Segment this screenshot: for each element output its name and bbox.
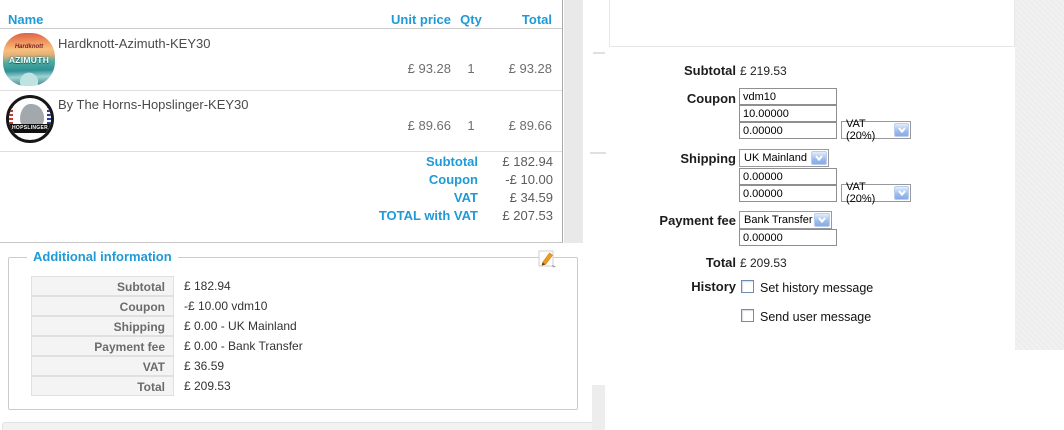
product-image-hopslinger: HOPSLINGER (6, 95, 54, 143)
set-history-message-checkbox[interactable] (741, 280, 754, 293)
page-background (1015, 0, 1064, 350)
grand-total-label: TOTAL with VAT (378, 207, 478, 223)
form-total-value: £ 209.53 (740, 256, 787, 270)
additional-info-rows: Subtotal £ 182.94 Coupon -£ 10.00 vdm10 … (31, 276, 561, 396)
column-header-name: Name (8, 12, 44, 27)
column-header-unit-price: Unit price (391, 12, 451, 27)
next-panel-edge (2, 422, 594, 430)
additional-information-fieldset: Additional information Subtotal £ 182.94… (8, 249, 578, 410)
blue-stripe (47, 106, 51, 128)
form-subtotal-value: £ 219.53 (740, 64, 787, 78)
table-row: HOPSLINGER By The Horns-Hopslinger-KEY30… (0, 91, 562, 152)
info-value-vat: £ 36.59 (184, 359, 225, 373)
coupon-label: Coupon (428, 171, 478, 187)
form-history-label: History (691, 279, 736, 294)
panel-gutter (564, 0, 583, 243)
shipping-tax-input[interactable] (739, 185, 837, 202)
order-items-header: Name Unit price Qty Total (0, 0, 562, 29)
list-item: VAT £ 36.59 (31, 356, 561, 376)
badge-script-text: Hardknott (14, 44, 44, 50)
list-item: Total £ 209.53 (31, 376, 561, 396)
divider-dash (593, 52, 605, 54)
vat-label: VAT (453, 189, 478, 205)
chevron-down-icon (894, 186, 909, 200)
qty-cell: 1 (467, 61, 475, 76)
edit-pencil-icon[interactable] (538, 250, 557, 269)
red-stripe (9, 106, 13, 128)
info-label-subtotal: Subtotal (31, 276, 174, 296)
vat-value: £ 34.59 (509, 189, 553, 205)
coupon-code-input[interactable] (739, 88, 837, 105)
info-label-coupon: Coupon (31, 296, 174, 316)
subtotal-label: Subtotal (426, 153, 478, 169)
product-name: By The Horns-Hopslinger-KEY30 (58, 97, 249, 112)
list-item: Subtotal £ 182.94 (31, 276, 561, 296)
info-value-total: £ 209.53 (184, 379, 231, 393)
info-value-payment-fee: £ 0.00 - Bank Transfer (184, 339, 303, 353)
payment-method-selected: Bank Transfer (744, 214, 813, 226)
list-item: Coupon -£ 10.00 vdm10 (31, 296, 561, 316)
totals-line-subtotal: Subtotal £ 182.94 (0, 152, 553, 170)
grand-total-value: £ 207.53 (502, 207, 553, 223)
list-item: Shipping £ 0.00 - UK Mainland (31, 316, 561, 336)
list-item: Payment fee £ 0.00 - Bank Transfer (31, 336, 561, 356)
chevron-down-icon (811, 151, 827, 165)
unit-price-cell: £ 89.66 (407, 118, 451, 133)
fieldset-legend: Additional information (27, 249, 178, 264)
coupon-vat-select[interactable]: VAT (20%) (841, 118, 911, 142)
shipping-vat-selected: VAT (20%) (846, 181, 876, 205)
shipping-amount-input[interactable] (739, 168, 837, 185)
form-subtotal-label: Subtotal (684, 63, 736, 78)
info-label-shipping: Shipping (31, 316, 174, 336)
form-total-label: Total (705, 255, 736, 270)
coupon-amount-input[interactable] (739, 105, 837, 122)
info-value-subtotal: £ 182.94 (184, 279, 231, 293)
order-totals-block: Subtotal £ 182.94 Coupon -£ 10.00 VAT £ … (0, 152, 553, 224)
divider-dash (590, 152, 606, 154)
upper-panel-remnant (609, 0, 1015, 47)
info-label-total: Total (31, 376, 174, 396)
info-label-payment-fee: Payment fee (31, 336, 174, 356)
total-cell: £ 89.66 (508, 118, 552, 133)
set-history-message-label: Set history message (760, 281, 874, 295)
shipping-vat-select[interactable]: VAT (20%) (841, 181, 911, 205)
column-header-qty: Qty (460, 12, 482, 27)
info-value-coupon: -£ 10.00 vdm10 (184, 299, 268, 313)
table-row: Hardknott AZIMUTH Hardknott-Azimuth-KEY3… (0, 30, 562, 91)
order-items-panel: Name Unit price Qty Total Hardknott AZIM… (0, 0, 563, 243)
total-cell: £ 93.28 (508, 61, 552, 76)
send-user-message-label: Send user message (760, 310, 872, 324)
info-value-shipping: £ 0.00 - UK Mainland (184, 319, 297, 333)
column-header-total: Total (521, 12, 552, 27)
qty-cell: 1 (467, 118, 475, 133)
unit-price-cell: £ 93.28 (407, 61, 451, 76)
badge-word-text: AZIMUTH (8, 55, 50, 65)
form-payment-fee-label: Payment fee (659, 213, 736, 228)
totals-line-coupon: Coupon -£ 10.00 (0, 170, 553, 188)
payment-method-select[interactable]: Bank Transfer (739, 211, 832, 229)
totals-line-grand: TOTAL with VAT £ 207.53 (0, 206, 553, 224)
coupon-vat-selected: VAT (20%) (846, 118, 876, 142)
info-label-vat: VAT (31, 356, 174, 376)
divider-strip (592, 385, 605, 430)
product-name: Hardknott-Azimuth-KEY30 (58, 36, 211, 51)
shipping-method-selected: UK Mainland (744, 152, 807, 164)
chevron-down-icon (894, 123, 909, 137)
payment-amount-input[interactable] (739, 229, 837, 246)
chevron-down-icon (814, 213, 830, 227)
send-user-message-checkbox[interactable] (741, 309, 754, 322)
product-image-azimuth: Hardknott AZIMUTH (3, 33, 55, 86)
shipping-method-select[interactable]: UK Mainland (739, 149, 829, 167)
form-coupon-label: Coupon (686, 91, 736, 106)
form-shipping-label: Shipping (680, 151, 736, 166)
totals-line-vat: VAT £ 34.59 (0, 188, 553, 206)
coupon-tax-input[interactable] (739, 122, 837, 139)
badge-word-text: HOPSLINGER (9, 124, 51, 133)
coupon-value: -£ 10.00 (505, 171, 553, 187)
subtotal-value: £ 182.94 (502, 153, 553, 169)
